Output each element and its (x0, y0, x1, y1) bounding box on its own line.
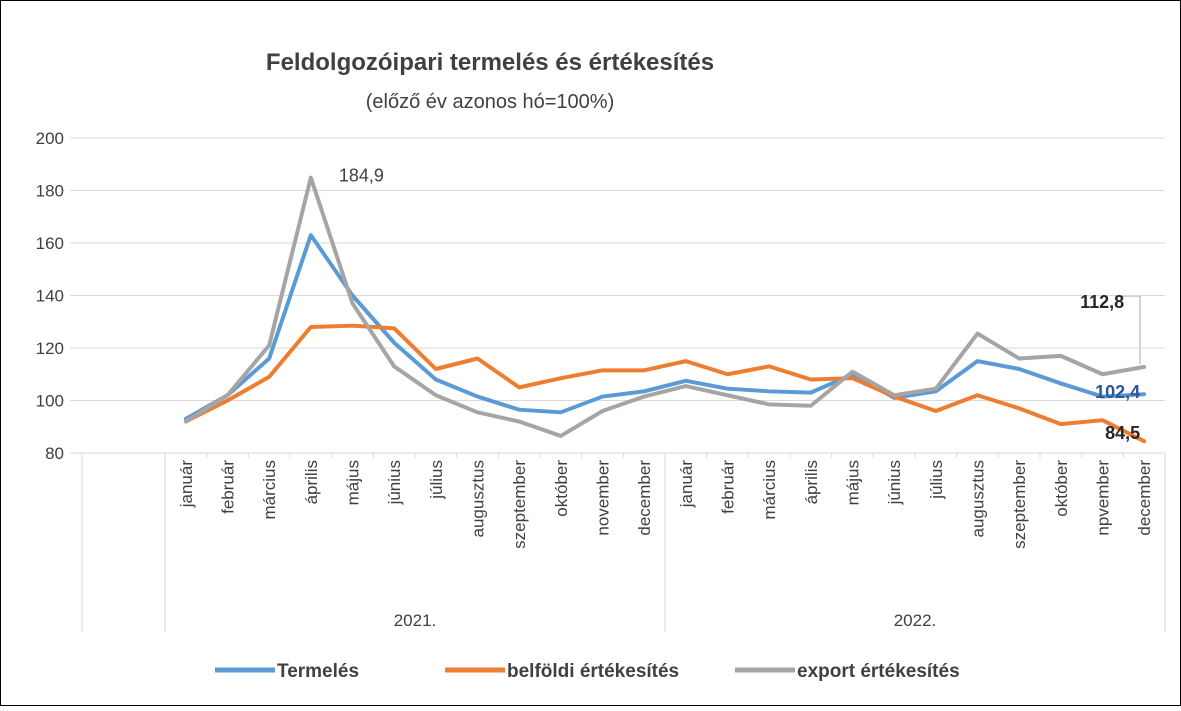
x-tick-label: június (885, 460, 904, 505)
chart-title: Feldolgozóipari termelés és értékesítés (266, 49, 714, 76)
x-tick-label: npvember (1094, 460, 1113, 536)
x-tick-label: január (677, 460, 696, 509)
y-tick-label: 160 (36, 234, 64, 253)
x-tick-label: augusztus (469, 460, 488, 538)
x-tick-label: július (427, 460, 446, 500)
data-label: 102,4 (1095, 382, 1140, 402)
x-tick-label: május (344, 460, 363, 505)
y-tick-label: 200 (36, 129, 64, 148)
x-tick-label: április (802, 460, 821, 504)
y-tick-label: 120 (36, 339, 64, 358)
x-tick-label: május (844, 460, 863, 505)
legend-label: export értékesítés (797, 661, 960, 682)
x-tick-label: február (719, 460, 738, 514)
series-line (183, 175, 1147, 438)
x-tick-label: október (552, 460, 571, 517)
data-label: 84,5 (1105, 423, 1140, 443)
x-tick-label: június (385, 460, 404, 505)
x-tick-label: december (1135, 460, 1154, 536)
x-tick-label: január (177, 460, 196, 509)
group-label: 2022. (894, 611, 937, 630)
x-tick-label: március (760, 460, 779, 520)
x-tick-label: július (927, 460, 946, 500)
x-tick-label: szeptember (510, 460, 529, 549)
y-tick-label: 80 (45, 444, 64, 463)
x-tick-label: március (260, 460, 279, 520)
chart-subtitle: (előző év azonos hó=100%) (366, 91, 615, 113)
y-tick-label: 100 (36, 392, 64, 411)
y-tick-label: 180 (36, 182, 64, 201)
legend-label: belföldi értékesítés (507, 661, 679, 682)
data-label: 184,9 (339, 166, 384, 186)
group-label: 2021. (394, 611, 437, 630)
x-tick-label: november (594, 460, 613, 536)
x-tick-label: február (219, 460, 238, 514)
series-line (183, 323, 1147, 444)
y-tick-label: 140 (36, 287, 64, 306)
x-tick-label: április (302, 460, 321, 504)
x-tick-label: augusztus (969, 460, 988, 538)
x-tick-label: szeptember (1010, 460, 1029, 549)
x-tick-label: december (635, 460, 654, 536)
data-label: 112,8 (1080, 292, 1124, 312)
x-tick-label: október (1052, 460, 1071, 517)
legend-label: Termelés (277, 661, 359, 682)
